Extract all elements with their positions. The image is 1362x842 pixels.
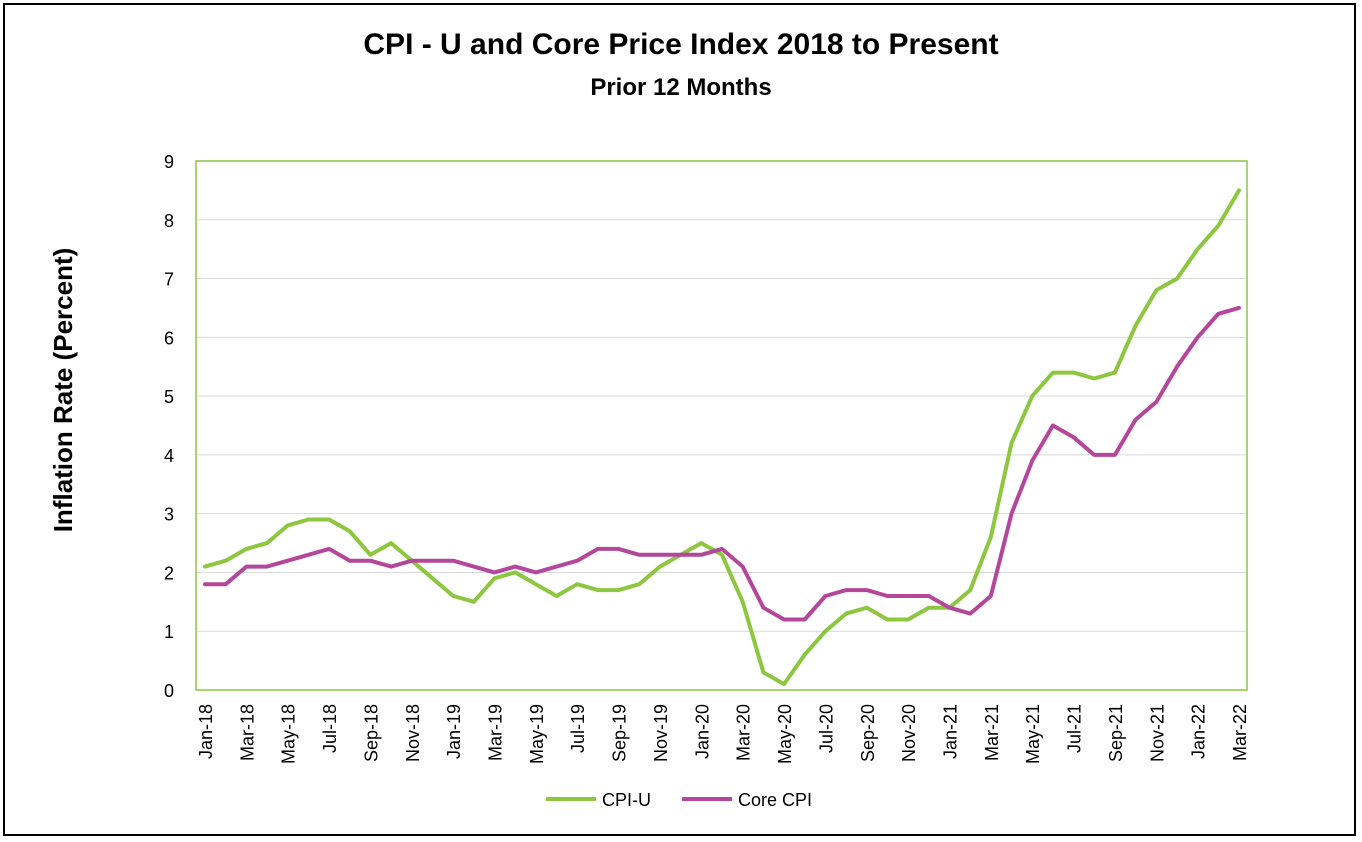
x-tick-label: Jul-19 — [568, 704, 588, 753]
x-tick-label: Sep-21 — [1106, 704, 1126, 762]
series-line-core-cpi — [203, 305, 1241, 622]
legend-label-cpi-u: CPI-U — [602, 790, 651, 810]
y-axis-ticks: 0 1 2 3 4 5 6 7 8 9 — [164, 152, 174, 701]
x-tick-label: Sep-19 — [610, 704, 630, 762]
y-tick-label: 3 — [164, 505, 174, 525]
x-tick-label: Mar-21 — [982, 704, 1002, 761]
x-tick-label: Jul-18 — [320, 704, 340, 753]
x-tick-label: May-21 — [1023, 704, 1043, 764]
legend-label-core-cpi: Core CPI — [738, 790, 812, 810]
x-tick-label: Nov-20 — [899, 704, 919, 762]
x-tick-label: Mar-22 — [1230, 704, 1250, 761]
x-axis-ticks: Jan-18 Mar-18 May-18 Jul-18 Sep-18 Nov-18 Jan-… — [196, 704, 1250, 764]
x-tick-label: Jul-20 — [816, 704, 836, 753]
x-tick-label: Nov-18 — [403, 704, 423, 762]
y-tick-label: 5 — [164, 387, 174, 407]
x-tick-label: Jan-22 — [1189, 704, 1209, 759]
y-tick-label: 9 — [164, 152, 174, 172]
x-tick-label: Jan-21 — [940, 704, 960, 759]
y-tick-label: 2 — [164, 563, 174, 583]
y-axis-label: Inflation Rate (Percent) — [48, 248, 78, 533]
legend: CPI-U Core CPI — [546, 790, 812, 810]
y-tick-label: 6 — [164, 328, 174, 348]
x-tick-label: May-19 — [527, 704, 547, 764]
y-tick-label: 7 — [164, 270, 174, 290]
chart-subtitle: Prior 12 Months — [590, 74, 772, 101]
plot-area-border — [195, 160, 1248, 691]
x-tick-label: Nov-19 — [651, 704, 671, 762]
y-tick-label: 0 — [164, 681, 174, 701]
x-tick-label: Sep-18 — [361, 704, 381, 762]
x-tick-label: Sep-20 — [858, 704, 878, 762]
x-tick-label: May-20 — [775, 704, 795, 764]
series-lines — [203, 188, 1241, 687]
chart-frame — [3, 3, 1356, 836]
x-tick-label: Mar-19 — [486, 704, 506, 761]
x-tick-label: Jan-19 — [444, 704, 464, 759]
y-tick-label: 1 — [164, 622, 174, 642]
chart-title: CPI - U and Core Price Index 2018 to Pre… — [363, 28, 999, 61]
x-tick-label: May-18 — [279, 704, 299, 764]
y-tick-label: 4 — [164, 446, 174, 466]
x-tick-label: Mar-20 — [734, 704, 754, 761]
x-tick-label: Jan-18 — [196, 704, 216, 759]
x-tick-label: Jan-20 — [692, 704, 712, 759]
series-line-cpi-u — [203, 188, 1241, 687]
y-tick-label: 8 — [164, 211, 174, 231]
x-tick-label: Nov-21 — [1147, 704, 1167, 762]
x-tick-label: Mar-18 — [237, 704, 257, 761]
x-tick-label: Jul-21 — [1065, 704, 1085, 753]
gridlines — [196, 219, 1247, 632]
